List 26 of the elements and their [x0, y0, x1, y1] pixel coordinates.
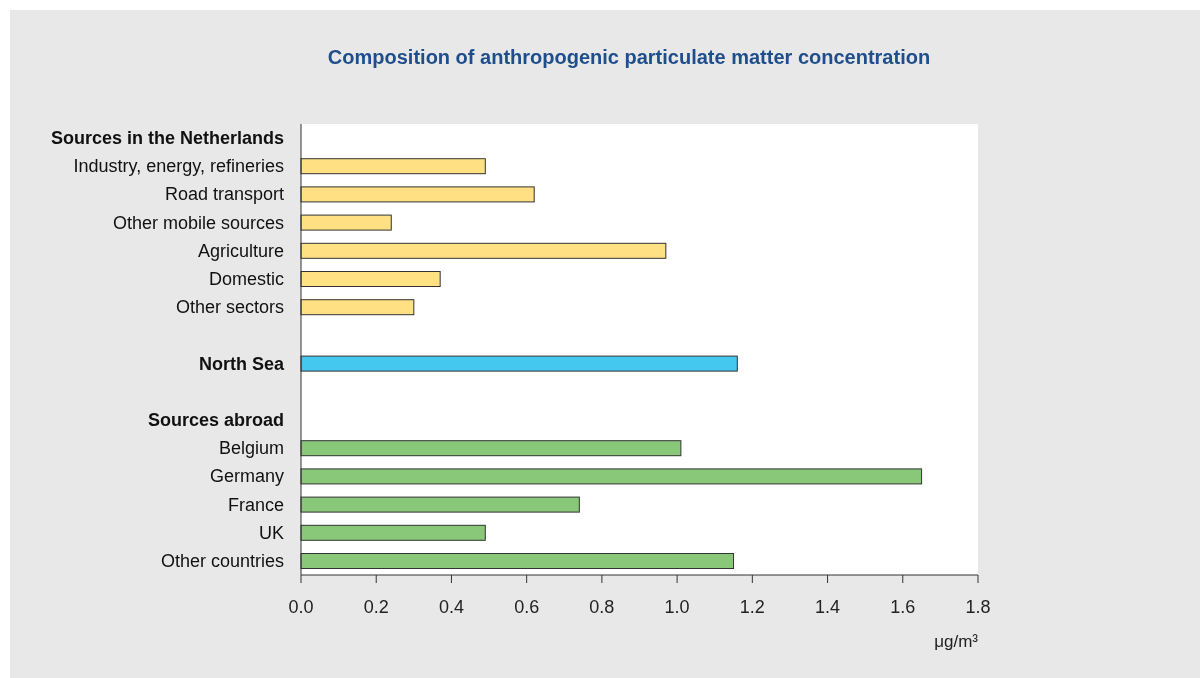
x-tick-label: 0.6: [514, 597, 540, 617]
x-tick-label: 0.4: [438, 597, 464, 617]
y-tick-label: Other sectors: [175, 297, 284, 318]
y-tick-label: France: [227, 494, 284, 515]
x-tick-label: 1.8: [965, 597, 991, 617]
chart-title: Composition of anthropogenic particulate matter concentration: [327, 46, 931, 68]
y-tick-label: Domestic: [208, 269, 284, 289]
y-tick-label: Sources in the Netherlands: [50, 128, 284, 148]
y-tick-label: Road transport: [164, 184, 284, 205]
x-tick-label: 0.2: [363, 597, 389, 617]
y-tick-label: Belgium: [218, 438, 284, 459]
y-tick-label: Other countries: [160, 551, 284, 571]
x-tick-label: 1.0: [664, 597, 690, 617]
y-tick-label: North Sea: [198, 353, 285, 374]
x-tick-label: 1.2: [739, 597, 765, 617]
y-tick-label: Other mobile sources: [112, 212, 284, 233]
y-tick-label: Agriculture: [197, 240, 284, 261]
y-tick-label: Industry, energy, refineries: [73, 156, 284, 177]
y-tick-label: UK: [258, 522, 284, 543]
x-tick-label: 1.4: [815, 597, 841, 617]
x-tick-label: 0.8: [589, 597, 615, 617]
x-axis-title: μg/m³: [934, 632, 979, 651]
x-tick-label: 1.6: [890, 597, 916, 617]
y-tick-label: Germany: [209, 466, 284, 487]
x-tick-label: 0.0: [288, 597, 314, 617]
y-tick-label: Sources abroad: [147, 410, 284, 430]
